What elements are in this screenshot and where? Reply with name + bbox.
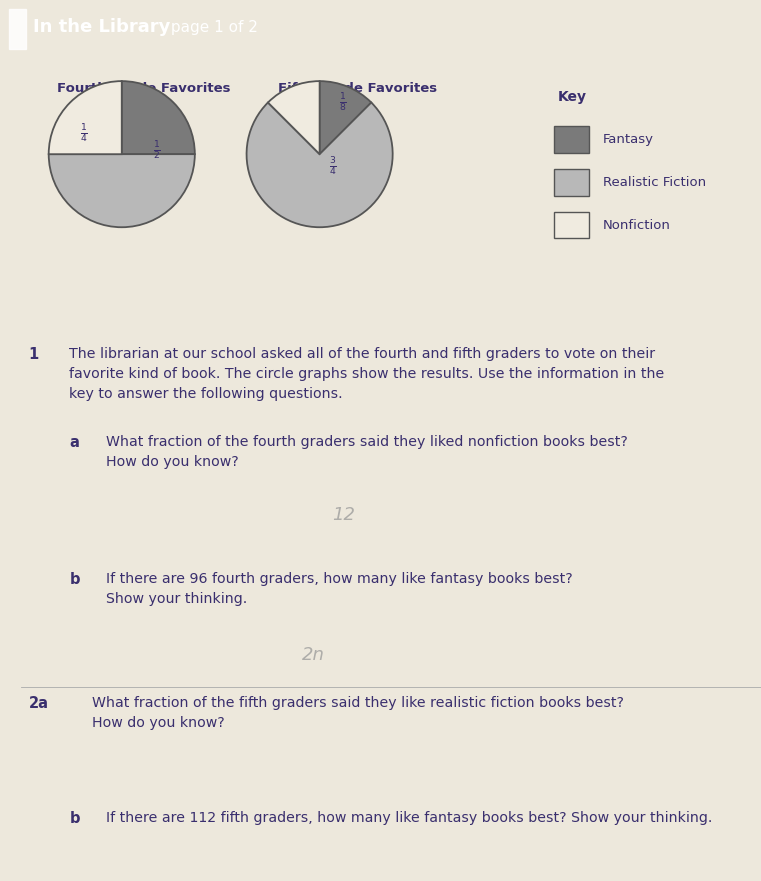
Text: b: b (69, 811, 80, 826)
FancyBboxPatch shape (554, 169, 589, 196)
Wedge shape (268, 81, 320, 154)
Text: In the Library: In the Library (33, 19, 170, 36)
Text: $\frac{1}{8}$: $\frac{1}{8}$ (339, 92, 347, 115)
Text: Fourth Grade Favorites: Fourth Grade Favorites (56, 82, 230, 95)
Text: If there are 112 fifth graders, how many like fantasy books best? Show your thin: If there are 112 fifth graders, how many… (107, 811, 713, 825)
Text: $\frac{1}{2}$: $\frac{1}{2}$ (153, 139, 161, 161)
Text: What fraction of the fourth graders said they liked nonfiction books best?
How d: What fraction of the fourth graders said… (107, 434, 629, 469)
Text: b: b (69, 572, 80, 587)
Text: $\frac{3}{4}$: $\frac{3}{4}$ (329, 156, 336, 178)
FancyBboxPatch shape (554, 127, 589, 152)
Text: 2n: 2n (302, 647, 325, 664)
Text: Key: Key (558, 90, 587, 104)
Text: Nonfiction: Nonfiction (603, 218, 670, 232)
Wedge shape (122, 81, 195, 154)
Text: Fantasy: Fantasy (603, 133, 654, 146)
Wedge shape (247, 102, 393, 227)
FancyBboxPatch shape (554, 212, 589, 239)
Text: Fifth Grade Favorites: Fifth Grade Favorites (279, 82, 438, 95)
Text: $\frac{1}{4}$: $\frac{1}{4}$ (80, 122, 88, 144)
Text: 2a: 2a (29, 696, 49, 711)
Text: page 1 of 2: page 1 of 2 (166, 20, 258, 35)
Text: The librarian at our school asked all of the fourth and fifth graders to vote on: The librarian at our school asked all of… (69, 347, 664, 402)
Wedge shape (49, 81, 122, 154)
Wedge shape (320, 81, 371, 154)
Text: 1: 1 (29, 347, 39, 362)
Text: 12: 12 (332, 507, 355, 524)
Text: Realistic Fiction: Realistic Fiction (603, 176, 706, 189)
Text: What fraction of the fifth graders said they like realistic fiction books best?
: What fraction of the fifth graders said … (91, 696, 623, 729)
Text: If there are 96 fourth graders, how many like fantasy books best?
Show your thin: If there are 96 fourth graders, how many… (107, 572, 573, 606)
Wedge shape (49, 154, 195, 227)
Text: a: a (69, 434, 79, 449)
Bar (9, 9, 26, 48)
